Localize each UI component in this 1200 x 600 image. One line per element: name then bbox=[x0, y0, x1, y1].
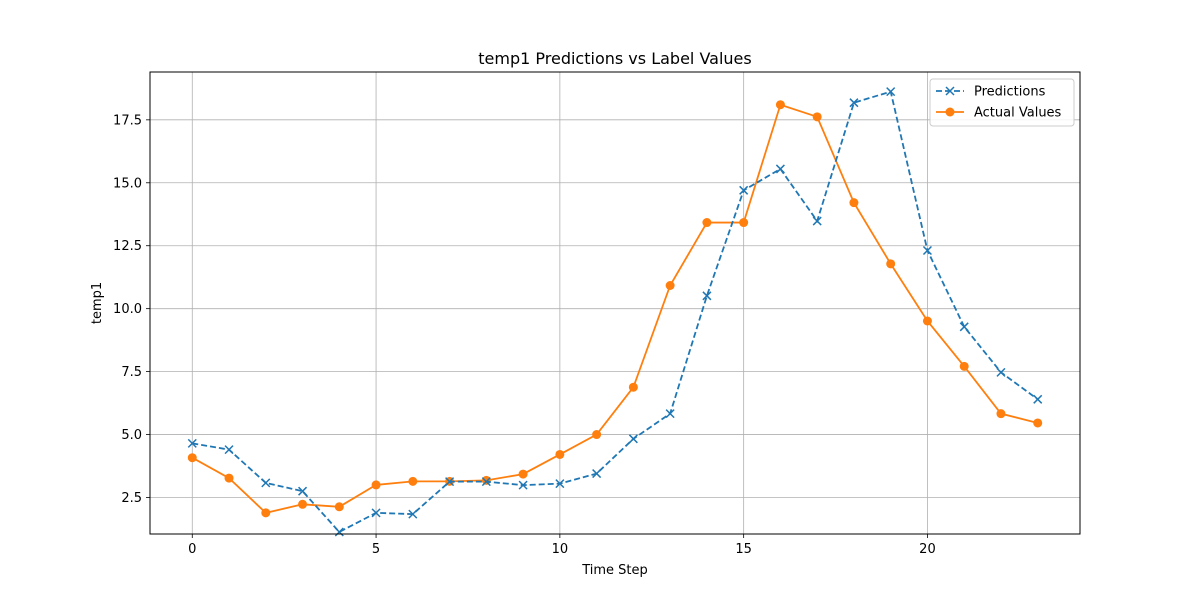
axis-ticks: 0 5 10 15 20 2.5 5.0 7.5 10.0 12.5 15.0 17.5 bbox=[113, 113, 936, 557]
y-tick-label: 5.0 bbox=[121, 428, 142, 443]
legend-predictions-marker bbox=[945, 86, 955, 96]
predictions-point bbox=[1033, 394, 1043, 404]
x-axis-label: Time Step bbox=[581, 563, 648, 578]
actual-values-point bbox=[408, 476, 418, 486]
x-tick-label: 5 bbox=[372, 542, 380, 557]
actual-values-point bbox=[334, 502, 344, 512]
actual-values-point bbox=[1033, 418, 1043, 428]
actual-values-point bbox=[371, 480, 381, 490]
actual-values-point bbox=[886, 259, 896, 269]
x-tick-label: 15 bbox=[735, 542, 752, 557]
y-tick-label: 2.5 bbox=[121, 491, 142, 506]
actual-values-point bbox=[922, 316, 932, 326]
actual-values-point bbox=[702, 218, 712, 228]
y-tick-label: 17.5 bbox=[113, 113, 142, 128]
actual-values-point bbox=[739, 218, 749, 228]
actual-values-point bbox=[261, 508, 271, 518]
series-layer bbox=[187, 87, 1043, 537]
actual-values-point bbox=[996, 409, 1006, 419]
legend-actual-values-marker bbox=[945, 107, 955, 117]
predictions-point bbox=[371, 508, 381, 518]
legend-predictions-label: Predictions bbox=[974, 85, 1046, 100]
predictions-point bbox=[739, 185, 749, 195]
actual-values-point bbox=[518, 469, 528, 479]
predictions-line bbox=[192, 90, 1039, 534]
actual-values-point bbox=[298, 499, 308, 509]
predictions-point bbox=[408, 509, 418, 519]
actual-values-point bbox=[555, 449, 565, 459]
predictions-point bbox=[665, 409, 675, 419]
predictions-point bbox=[224, 445, 234, 455]
predictions-point bbox=[187, 438, 197, 448]
predictions-point bbox=[812, 216, 822, 226]
chart-title: temp1 Predictions vs Label Values bbox=[478, 49, 751, 68]
actual-values-point bbox=[628, 382, 638, 392]
legend-actual-values-label: Actual Values bbox=[974, 106, 1062, 121]
y-axis-label: temp1 bbox=[90, 282, 105, 324]
x-tick-label: 10 bbox=[552, 542, 569, 557]
legend: Predictions Actual Values bbox=[929, 78, 1075, 127]
predictions-point bbox=[298, 486, 308, 496]
actual-values-point bbox=[481, 475, 491, 485]
predictions-point bbox=[445, 477, 455, 487]
predictions-point bbox=[702, 291, 712, 301]
y-tick-label: 12.5 bbox=[113, 239, 142, 254]
predictions-point bbox=[628, 434, 638, 444]
predictions-point bbox=[555, 479, 565, 489]
y-tick-label: 7.5 bbox=[121, 365, 142, 380]
actual-values-point bbox=[187, 453, 197, 463]
y-tick-label: 10.0 bbox=[113, 302, 142, 317]
predictions-point bbox=[481, 477, 491, 487]
actual-values-point bbox=[849, 198, 859, 208]
predictions-point bbox=[592, 469, 602, 479]
actual-values-point bbox=[775, 100, 785, 110]
y-tick-label: 15.0 bbox=[113, 176, 142, 191]
grid-lines bbox=[150, 72, 1080, 534]
actual-values-point bbox=[665, 281, 675, 291]
predictions-point bbox=[334, 527, 344, 537]
actual-values-point bbox=[959, 361, 969, 371]
actual-values-point bbox=[224, 473, 234, 483]
actual-values-line bbox=[191, 103, 1038, 514]
actual-values-point bbox=[592, 430, 602, 440]
predictions-point bbox=[849, 98, 859, 108]
predictions-point bbox=[886, 87, 896, 97]
predictions-point bbox=[996, 367, 1006, 377]
plot-frame bbox=[149, 71, 1081, 535]
legend-box bbox=[929, 78, 1075, 127]
predictions-point bbox=[775, 164, 785, 174]
predictions-point bbox=[518, 480, 528, 490]
predictions-point bbox=[261, 478, 271, 488]
actual-values-point bbox=[812, 112, 822, 122]
predictions-point bbox=[959, 322, 969, 332]
predictions-point bbox=[922, 245, 932, 256]
x-tick-label: 0 bbox=[188, 542, 196, 557]
x-tick-label: 20 bbox=[919, 542, 936, 557]
